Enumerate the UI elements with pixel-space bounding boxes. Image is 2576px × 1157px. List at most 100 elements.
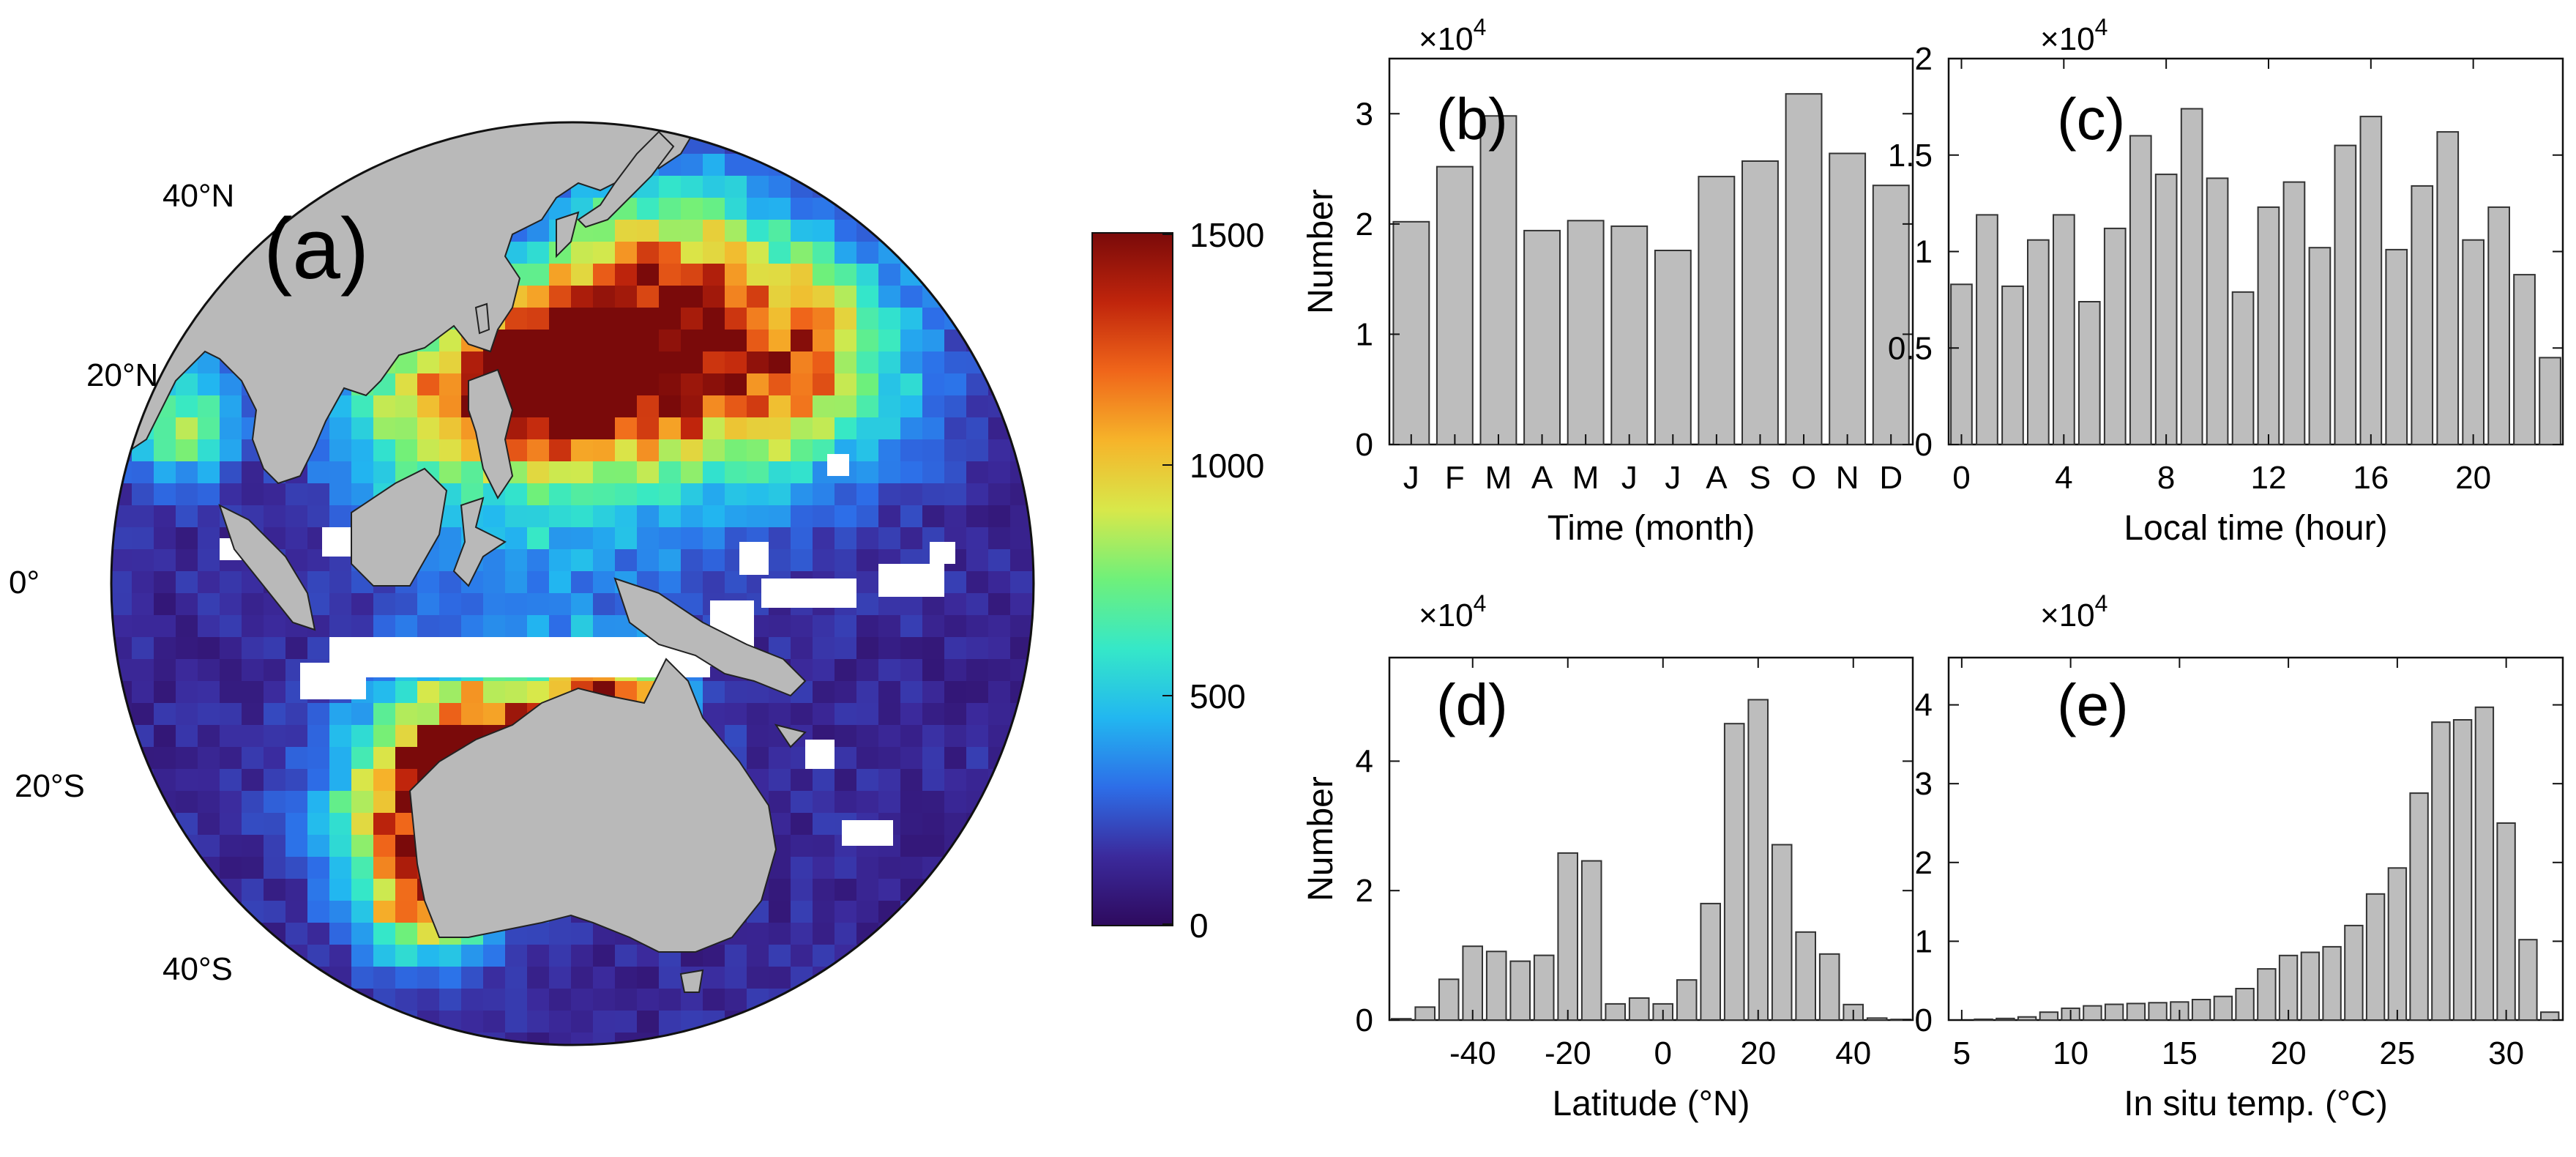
map-cell [132, 220, 154, 242]
map-cell [549, 264, 571, 286]
map-cell [1032, 505, 1034, 527]
map-cell [351, 769, 373, 791]
map-cell [900, 835, 922, 857]
map-cell [813, 264, 835, 286]
bar [1557, 852, 1578, 1022]
map-cell [1010, 395, 1032, 417]
map-cell [111, 176, 132, 198]
map-cell [988, 923, 1010, 945]
map-cell [856, 725, 878, 747]
map-cell [856, 879, 878, 901]
map-cell [549, 571, 571, 593]
map-cell [176, 461, 198, 483]
map-cell [176, 681, 198, 703]
map-cell [111, 769, 132, 791]
map-cell [549, 923, 571, 945]
map-cell [747, 417, 769, 439]
map-cell [154, 901, 176, 923]
map-cell [439, 417, 461, 439]
map-cell [220, 901, 242, 923]
map-cell [527, 945, 549, 967]
map-cell [681, 176, 703, 198]
bar [2017, 1016, 2037, 1021]
y-tick-label: 2 [1915, 845, 1933, 881]
map-cell [549, 330, 571, 351]
map-cell [593, 286, 615, 308]
map-cell [329, 1011, 351, 1033]
map-cell [307, 879, 329, 901]
map-cell [988, 439, 1010, 461]
map-cell [725, 1011, 747, 1033]
map-cell [791, 879, 813, 901]
map-cell [681, 549, 703, 571]
x-axis-label: In situ temp. (°C) [2124, 1085, 2388, 1123]
map-cell [1032, 659, 1034, 681]
map-cell [307, 857, 329, 879]
bar [1654, 250, 1692, 445]
map-cell [966, 791, 988, 813]
map-cell [154, 549, 176, 571]
map-cell [659, 967, 681, 989]
bar [1996, 1017, 2015, 1022]
map-cell [835, 527, 856, 549]
map-cell [285, 154, 307, 176]
map-cell [878, 725, 900, 747]
map-cell [878, 439, 900, 461]
panel-label-a: (a) [264, 201, 369, 297]
map-cell [395, 439, 417, 461]
map-cell [747, 351, 769, 373]
map-cell [1010, 351, 1032, 373]
map-cell [835, 659, 856, 681]
map-cell [242, 857, 264, 879]
map-cell [505, 989, 527, 1011]
map-cell [988, 286, 1010, 308]
map-cell [111, 395, 132, 417]
map-cell [966, 879, 988, 901]
map-cell [220, 659, 242, 681]
map-cell [791, 395, 813, 417]
land-australia [408, 658, 777, 953]
map-cell [922, 132, 944, 154]
map-cell [132, 549, 154, 571]
map-cell [944, 198, 966, 220]
bar [2452, 719, 2473, 1021]
map-cell [615, 483, 637, 505]
lat-label-0: 0° [9, 565, 40, 600]
panel-label-b: (b) [1436, 86, 1508, 152]
map-cell [1010, 747, 1032, 769]
map-cell [615, 1011, 637, 1033]
map-cell [944, 923, 966, 945]
map-cell [373, 461, 395, 483]
map-cell [615, 527, 637, 549]
map-cell [571, 351, 593, 373]
map-cell [505, 505, 527, 527]
map-cell [527, 351, 549, 373]
map-cell [703, 571, 725, 593]
map-cell [417, 945, 439, 967]
map-cell [725, 308, 747, 330]
map-cell [659, 395, 681, 417]
map-cell [285, 791, 307, 813]
map-cell [966, 505, 988, 527]
map-cell [198, 264, 220, 286]
map-cell [593, 593, 615, 615]
map-cell [747, 308, 769, 330]
map-cell [878, 791, 900, 813]
plot-frame [1947, 656, 2564, 1022]
map-cell [329, 835, 351, 857]
map-cell [505, 549, 527, 571]
map-cell [769, 176, 791, 198]
map-cell [637, 373, 659, 395]
y-axis-label: Number [1302, 776, 1340, 901]
map-cell [439, 373, 461, 395]
map-cell [176, 791, 198, 813]
map-cell [878, 659, 900, 681]
bar [1785, 93, 1823, 445]
map-cell [307, 154, 329, 176]
map-cell [527, 373, 549, 395]
x-axis-label: Local time (hour) [2124, 509, 2387, 548]
map-cell [703, 505, 725, 527]
map-cell [878, 242, 900, 264]
map-cell [1010, 945, 1032, 967]
map-cell [527, 439, 549, 461]
